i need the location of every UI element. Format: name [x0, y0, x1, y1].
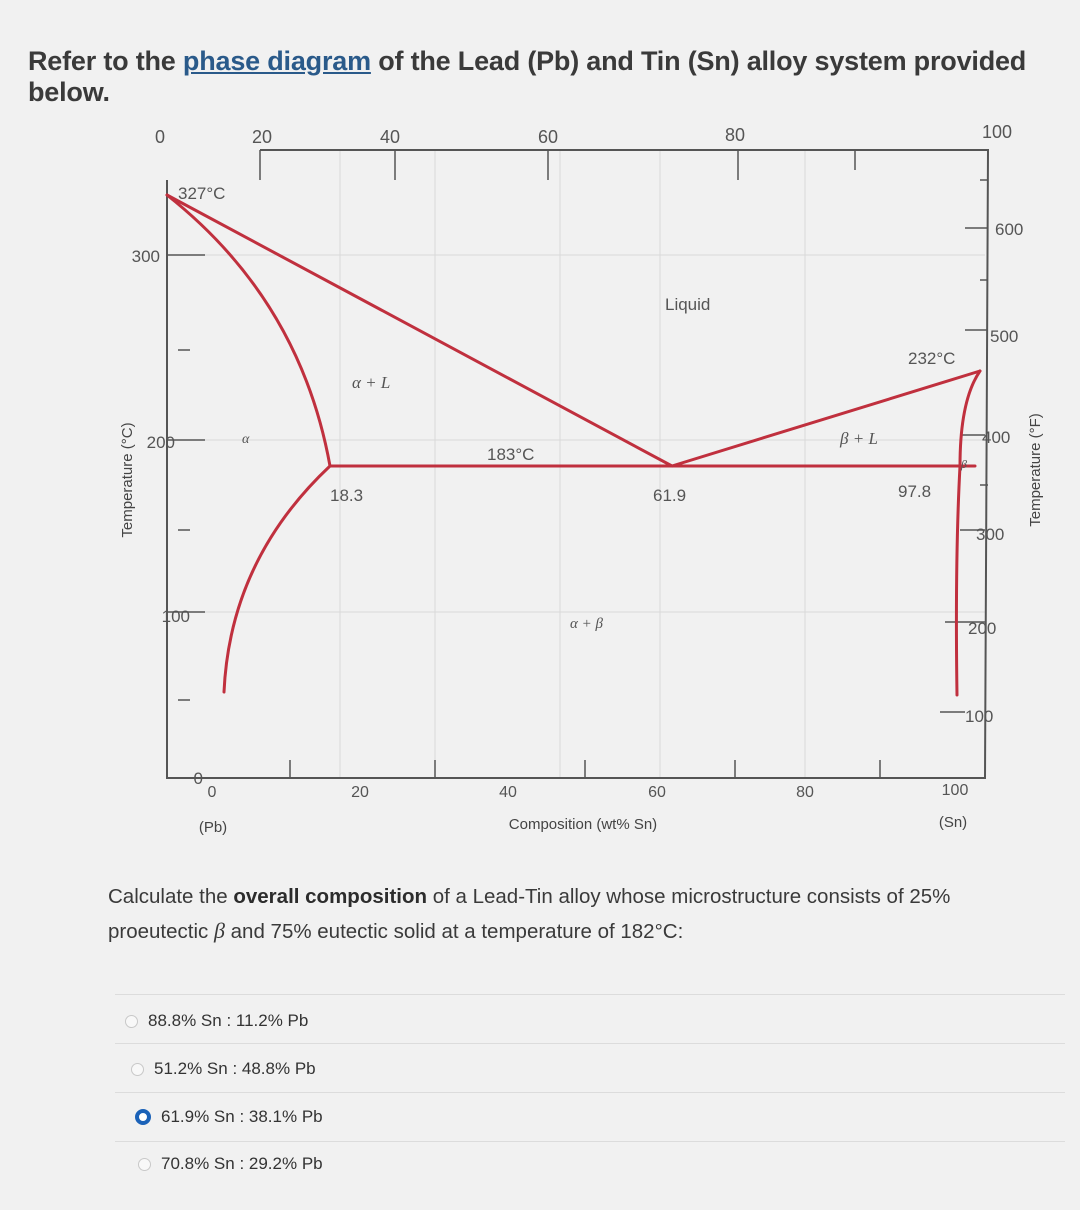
liquidus-sn-side [670, 369, 982, 468]
sn-melting-point-label: 232°C [908, 349, 955, 368]
radio-button[interactable] [131, 1062, 144, 1076]
intro-before: Refer to the [28, 46, 183, 76]
intro-text: Refer to the phase diagram of the Lead (… [28, 46, 1068, 108]
top-tick-40: 40 [380, 127, 400, 147]
phase-diagram: 0 20 40 60 80 100 300 200 100 0 0 20 40 … [119, 122, 1044, 836]
option-label: 88.8% Sn : 11.2% Pb [148, 1011, 309, 1030]
left-tick-0: 0 [194, 769, 203, 788]
answer-option-1[interactable]: 88.8% Sn : 11.2% Pb [125, 1011, 308, 1031]
option-label: 51.2% Sn : 48.8% Pb [154, 1059, 316, 1078]
option-divider [115, 1141, 1065, 1142]
bottom-tick-0: 0 [208, 784, 217, 801]
bottom-tick-100: 100 [942, 782, 969, 799]
question-bold: overall composition [233, 885, 428, 908]
right-tick-200: 200 [968, 619, 996, 638]
radio-button[interactable] [125, 1014, 138, 1028]
pb-label: (Pb) [199, 819, 227, 836]
alpha-composition-label: 18.3 [330, 486, 363, 505]
eutectic-temp-label: 183°C [487, 445, 534, 464]
top-tick-0: 0 [155, 127, 165, 147]
top-tick-80: 80 [725, 125, 745, 145]
top-tick-60: 60 [538, 127, 558, 147]
right-tick-500: 500 [990, 327, 1018, 346]
left-tick-100: 100 [162, 607, 190, 626]
beta-liquid-region-label: β + L [839, 429, 878, 448]
question-part3: and 75% eutectic solid at a temperature … [224, 920, 684, 943]
eutectic-composition-label: 61.9 [653, 486, 686, 505]
top-tick-20: 20 [252, 127, 272, 147]
left-tick-200: 200 [147, 433, 175, 452]
right-tick-400: 400 [982, 428, 1010, 447]
pb-melting-point-label: 327°C [178, 184, 225, 203]
beta-region-label: β [960, 457, 967, 471]
radio-button[interactable] [138, 1157, 151, 1171]
question-part2: of a Lead-Tin alloy whose microstructure… [108, 885, 951, 943]
top-tick-100: 100 [982, 122, 1012, 142]
solvus-beta [954, 464, 962, 697]
solidus-beta [958, 369, 982, 468]
beta-composition-label: 97.8 [898, 482, 931, 501]
question-beta-symbol: β [213, 918, 225, 943]
alpha-region-label: α [242, 432, 250, 447]
option-label: 70.8% Sn : 29.2% Pb [161, 1154, 323, 1173]
alpha-beta-region-label: α + β [570, 616, 603, 632]
right-tick-300: 300 [976, 525, 1004, 544]
sn-label: (Sn) [939, 814, 967, 831]
liquid-region-label: Liquid [665, 295, 710, 314]
radio-button-selected[interactable] [135, 1109, 151, 1125]
solvus-alpha [222, 464, 332, 694]
answer-option-4[interactable]: 70.8% Sn : 29.2% Pb [138, 1154, 323, 1174]
left-axis-label: Temperature (°C) [119, 422, 136, 537]
right-tick-100: 100 [965, 707, 993, 726]
left-tick-300: 300 [132, 247, 160, 266]
option-label: 61.9% Sn : 38.1% Pb [161, 1107, 323, 1126]
solidus-alpha [165, 193, 332, 468]
bottom-tick-60: 60 [648, 784, 666, 801]
option-divider [115, 994, 1065, 995]
option-divider [115, 1092, 1065, 1093]
liquidus-pb-side [165, 193, 674, 468]
bottom-tick-20: 20 [351, 784, 369, 801]
bottom-tick-40: 40 [499, 784, 517, 801]
right-tick-600: 600 [995, 220, 1023, 239]
alpha-liquid-region-label: α + L [352, 373, 390, 392]
question-part1: Calculate the [108, 885, 234, 908]
option-divider [115, 1043, 1065, 1044]
x-axis-label: Composition (wt% Sn) [509, 816, 657, 833]
phase-diagram-link[interactable]: phase diagram [182, 46, 371, 76]
right-axis-label: Temperature (°F) [1027, 413, 1044, 527]
intro-after: of the Lead (Pb) and Tin (Sn) alloy syst… [28, 46, 1027, 107]
bottom-tick-80: 80 [796, 784, 814, 801]
answer-option-3[interactable]: 61.9% Sn : 38.1% Pb [135, 1107, 323, 1127]
answer-option-2[interactable]: 51.2% Sn : 48.8% Pb [131, 1059, 316, 1079]
question-text: Calculate the overall composition of a L… [108, 880, 1048, 949]
